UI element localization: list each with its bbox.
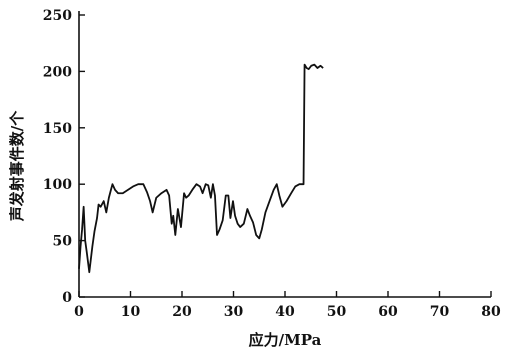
y-ticks: 0 50 100 150 200 250 <box>43 8 85 306</box>
y-tick-label: 50 <box>53 234 73 250</box>
x-tick-label: 80 <box>481 304 501 320</box>
series-line <box>78 63 324 274</box>
x-tick-label: 60 <box>378 304 398 320</box>
y-tick-label: 0 <box>62 290 72 306</box>
x-tick-label: 0 <box>74 304 84 320</box>
x-tick-label: 20 <box>172 304 192 320</box>
y-axis-title: 声发射事件数/个 <box>8 110 26 222</box>
y-tick-label: 150 <box>43 121 72 137</box>
x-tick-label: 70 <box>430 304 450 320</box>
x-ticks: 0 10 20 30 40 50 60 70 80 <box>74 291 501 320</box>
x-tick-label: 40 <box>275 304 295 320</box>
y-tick-label: 200 <box>43 64 72 80</box>
y-tick-label: 250 <box>43 8 72 24</box>
x-tick-label: 30 <box>224 304 244 320</box>
y-tick-label: 100 <box>43 177 72 193</box>
y-axis-title-group: 声发射事件数/个 <box>8 110 26 222</box>
x-tick-label: 50 <box>327 304 347 320</box>
axes <box>78 11 491 298</box>
x-axis-title: 应力/MPa <box>249 331 322 349</box>
series-points <box>78 64 324 274</box>
x-tick-label: 10 <box>121 304 141 320</box>
